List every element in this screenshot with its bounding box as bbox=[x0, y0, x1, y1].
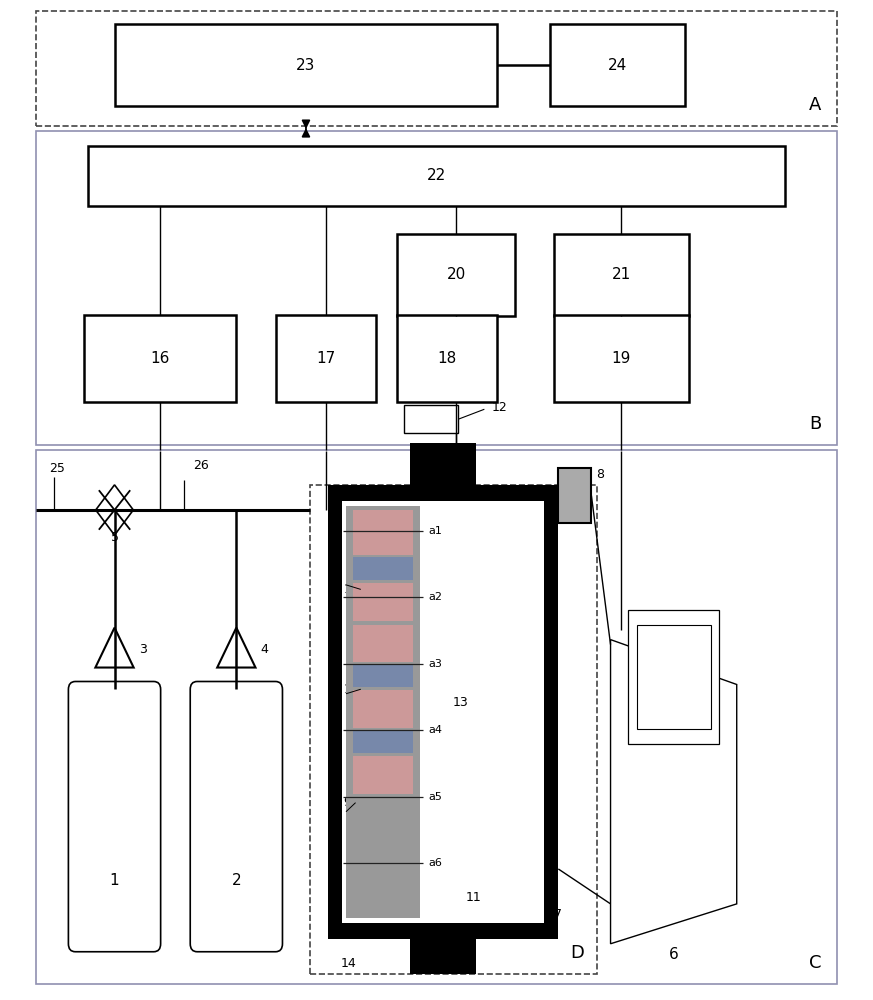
Text: 6: 6 bbox=[669, 947, 678, 962]
Text: 16: 16 bbox=[150, 351, 170, 366]
Bar bbox=[310, 485, 597, 974]
Text: 3: 3 bbox=[139, 643, 147, 656]
Bar bbox=[353, 690, 413, 728]
Text: 15: 15 bbox=[343, 583, 360, 596]
Text: 26: 26 bbox=[193, 459, 209, 472]
Bar bbox=[397, 315, 498, 402]
Text: a3: a3 bbox=[429, 659, 443, 669]
Bar bbox=[554, 315, 689, 402]
Bar bbox=[346, 506, 420, 918]
Text: 25: 25 bbox=[49, 462, 65, 475]
Bar bbox=[353, 730, 413, 753]
Text: 12: 12 bbox=[491, 401, 507, 414]
Text: 19: 19 bbox=[612, 351, 631, 366]
Bar bbox=[550, 24, 684, 106]
Bar bbox=[410, 939, 476, 974]
Text: a2: a2 bbox=[429, 592, 443, 602]
Bar bbox=[114, 24, 498, 106]
Text: C: C bbox=[808, 954, 821, 972]
Bar bbox=[636, 625, 711, 729]
Text: 22: 22 bbox=[427, 168, 446, 183]
Bar bbox=[353, 756, 413, 794]
Text: 2: 2 bbox=[231, 873, 241, 888]
Text: a6: a6 bbox=[429, 858, 443, 868]
Bar bbox=[353, 510, 413, 555]
Bar bbox=[341, 501, 545, 923]
Bar bbox=[276, 315, 375, 402]
Text: 8: 8 bbox=[595, 468, 604, 481]
Text: 14: 14 bbox=[340, 957, 356, 970]
Bar bbox=[404, 405, 458, 433]
Bar bbox=[559, 468, 591, 523]
Text: a5: a5 bbox=[429, 792, 443, 802]
Text: 5: 5 bbox=[111, 531, 119, 544]
Text: 17: 17 bbox=[316, 351, 335, 366]
Bar bbox=[88, 146, 785, 206]
Text: 18: 18 bbox=[437, 351, 457, 366]
Bar bbox=[353, 625, 413, 662]
Bar bbox=[36, 131, 837, 445]
FancyBboxPatch shape bbox=[190, 681, 283, 952]
Bar bbox=[410, 443, 476, 485]
Bar bbox=[353, 583, 413, 621]
Text: 20: 20 bbox=[446, 267, 465, 282]
Text: B: B bbox=[809, 415, 821, 433]
Text: 21: 21 bbox=[612, 267, 631, 282]
Bar bbox=[397, 234, 515, 316]
Text: 9: 9 bbox=[343, 796, 351, 809]
Bar bbox=[353, 664, 413, 687]
Bar bbox=[327, 485, 559, 939]
Text: A: A bbox=[808, 96, 821, 114]
Text: D: D bbox=[571, 944, 584, 962]
Text: 1: 1 bbox=[110, 873, 120, 888]
Text: a4: a4 bbox=[429, 725, 443, 735]
Text: 7: 7 bbox=[554, 908, 562, 921]
Text: 11: 11 bbox=[466, 891, 482, 904]
FancyBboxPatch shape bbox=[68, 681, 161, 952]
Bar bbox=[353, 557, 413, 580]
Text: 23: 23 bbox=[296, 58, 316, 73]
Text: 24: 24 bbox=[608, 58, 627, 73]
Bar bbox=[36, 450, 837, 984]
Bar bbox=[554, 234, 689, 316]
Bar bbox=[628, 610, 719, 744]
Text: 13: 13 bbox=[453, 696, 469, 709]
Text: 10: 10 bbox=[343, 683, 360, 696]
Bar bbox=[84, 315, 237, 402]
Bar bbox=[36, 11, 837, 126]
Text: a1: a1 bbox=[429, 526, 443, 536]
Text: 4: 4 bbox=[261, 643, 269, 656]
